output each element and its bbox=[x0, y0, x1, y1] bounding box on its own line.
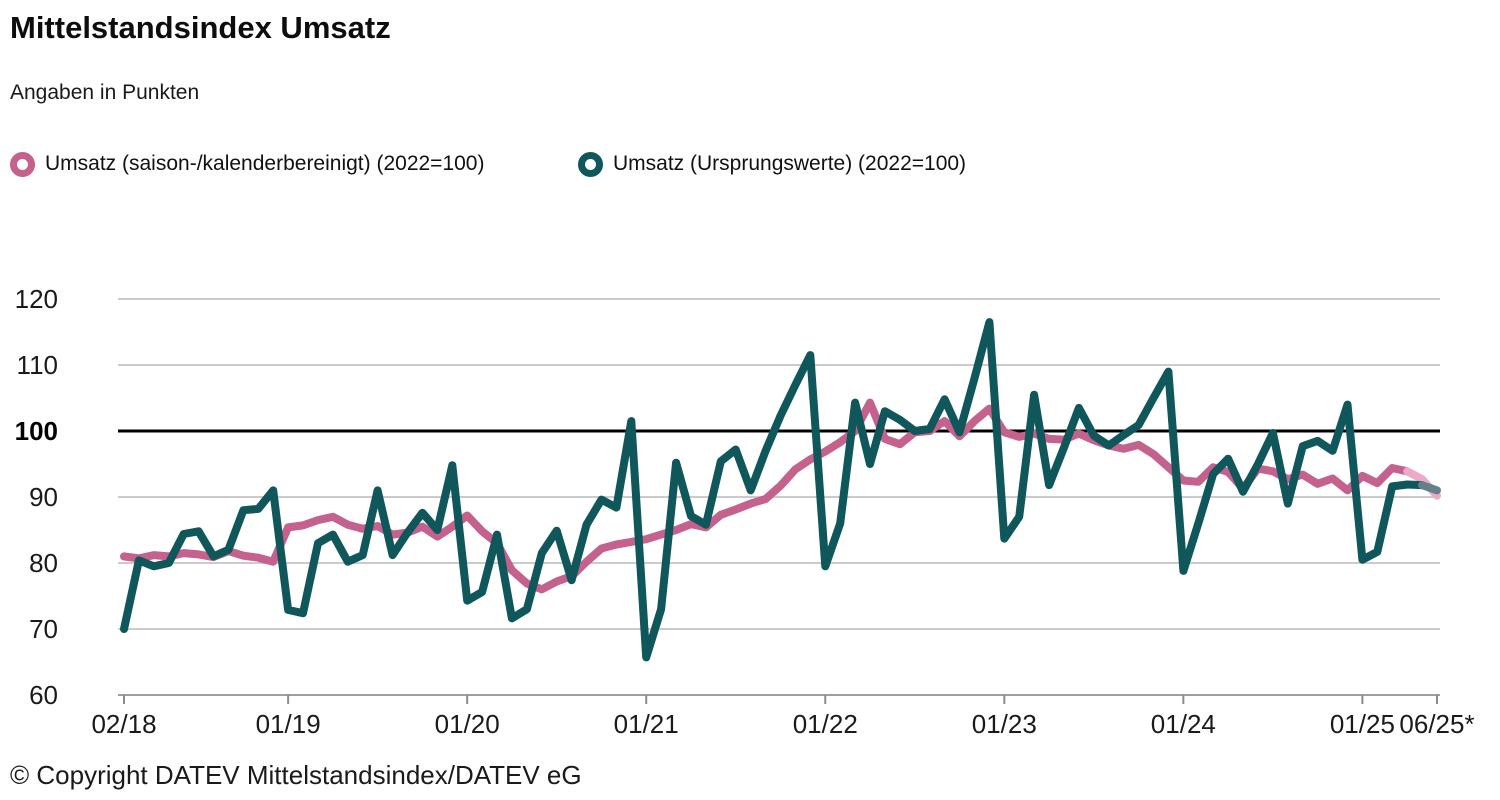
legend-ring-icon bbox=[578, 151, 603, 177]
x-axis-label-06/25: 06/25* bbox=[1399, 709, 1475, 739]
y-axis-label-110: 110 bbox=[16, 350, 58, 380]
x-axis-label-01/25: 01/25 bbox=[1329, 709, 1395, 739]
y-axis-label-80: 80 bbox=[29, 548, 58, 578]
y-axis-label-60: 60 bbox=[29, 680, 58, 710]
x-axis-label-01/22: 01/22 bbox=[792, 709, 858, 739]
y-axis-label-70: 70 bbox=[29, 614, 58, 644]
legend-item-saisonbereinigt: Umsatz (saison-/kalenderbereinigt) (2022… bbox=[10, 150, 484, 178]
y-axis-label-120: 120 bbox=[14, 284, 58, 314]
legend-item-ursprungswerte: Umsatz (Ursprungswerte) (2022=100) bbox=[578, 150, 966, 178]
legend-item-label: Umsatz (saison-/kalenderbereinigt) (2022… bbox=[45, 152, 485, 175]
x-axis-label-02/18: 02/18 bbox=[91, 709, 157, 739]
series-line-ursprungswerte-preliminary-segment bbox=[1418, 481, 1441, 495]
series-line-saisonbereinigt bbox=[120, 398, 1412, 594]
x-axis-label-01/19: 01/19 bbox=[255, 709, 321, 739]
y-axis-label-90: 90 bbox=[29, 482, 58, 512]
y-axis-label-100: 100 bbox=[14, 416, 58, 446]
legend: Umsatz (saison-/kalenderbereinigt) (2022… bbox=[0, 150, 1500, 180]
legend-item-label: Umsatz (Ursprungswerte) (2022=100) bbox=[613, 152, 967, 175]
series-line-ursprungswerte bbox=[120, 318, 1427, 662]
legend-ring-icon bbox=[10, 151, 35, 177]
x-axis-label-01/20: 01/20 bbox=[434, 709, 500, 739]
x-axis-label-01/21: 01/21 bbox=[613, 709, 679, 739]
x-axis-label-01/24: 01/24 bbox=[1150, 709, 1216, 739]
copyright-note: © Copyright DATEV Mittelstandsindex/DATE… bbox=[10, 760, 582, 790]
x-axis-label-01/23: 01/23 bbox=[971, 709, 1037, 739]
page-subtitle: Angaben in Punkten bbox=[10, 81, 200, 104]
page-title: Mittelstandsindex Umsatz bbox=[10, 10, 391, 45]
